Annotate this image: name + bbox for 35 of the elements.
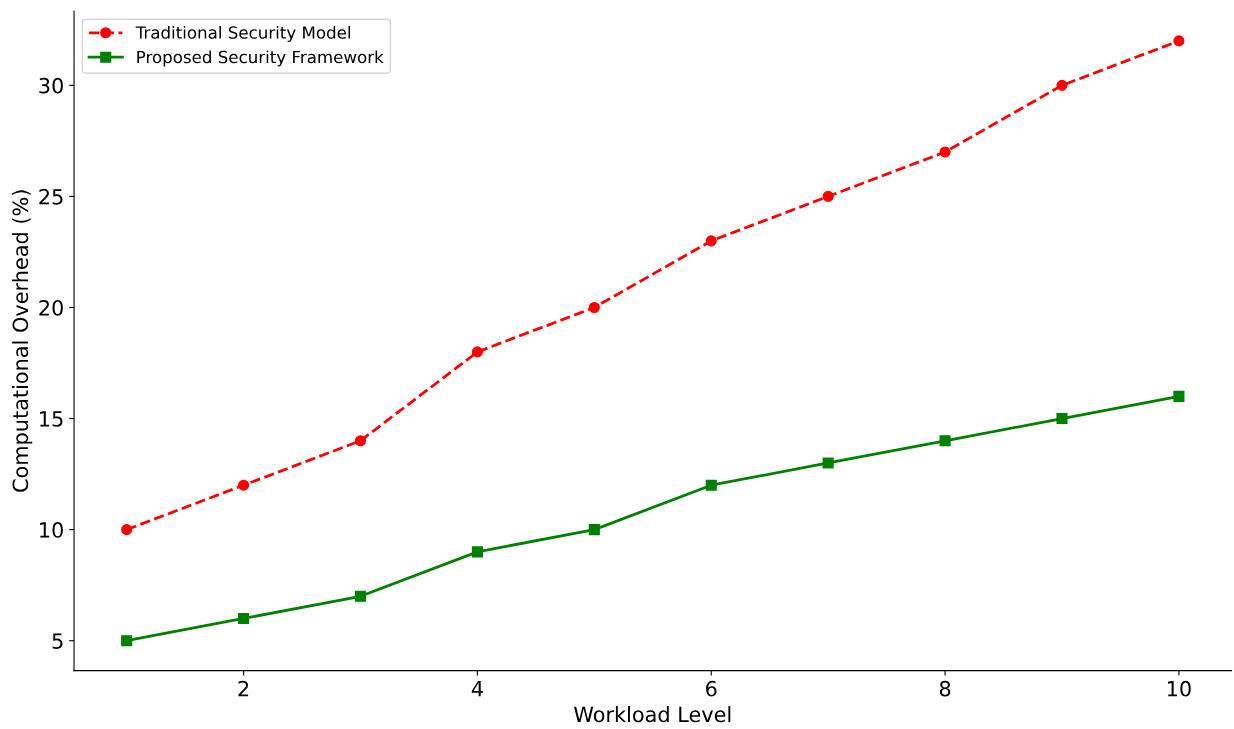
x-tick-label: 8 bbox=[939, 680, 951, 697]
point bbox=[471, 346, 483, 358]
point bbox=[939, 146, 951, 158]
legend-label: Proposed Security Framework bbox=[137, 50, 384, 67]
point bbox=[1056, 412, 1068, 425]
y-axis-title: Computational Overhead (%) bbox=[12, 190, 33, 492]
point bbox=[939, 435, 951, 447]
y-tick-label: 5 bbox=[52, 633, 63, 649]
point bbox=[822, 190, 834, 202]
point bbox=[1173, 390, 1185, 402]
point bbox=[588, 524, 600, 536]
x-tick-label: 6 bbox=[706, 680, 717, 697]
point bbox=[588, 301, 600, 314]
legend-label: Traditional Security Model bbox=[135, 25, 350, 43]
y-tick-label: 20 bbox=[39, 299, 63, 316]
point bbox=[121, 635, 133, 647]
point bbox=[354, 590, 367, 602]
point bbox=[705, 479, 717, 491]
point bbox=[471, 546, 483, 558]
point bbox=[705, 235, 717, 247]
point bbox=[822, 457, 834, 469]
point bbox=[238, 479, 250, 491]
x-tick-label: 2 bbox=[238, 680, 249, 697]
point bbox=[238, 612, 250, 625]
x-axis-title: Workload Level bbox=[574, 706, 731, 723]
x-tick-label: 4 bbox=[471, 681, 483, 697]
point bbox=[1173, 35, 1185, 47]
x-tick-label: 10 bbox=[1167, 680, 1191, 697]
y-tick-label: 15 bbox=[40, 411, 63, 427]
y-tick-label: 25 bbox=[39, 188, 63, 205]
y-tick-label: 10 bbox=[40, 522, 63, 538]
point bbox=[354, 435, 367, 447]
point bbox=[121, 524, 133, 536]
y-tick-label: 30 bbox=[39, 77, 63, 94]
point bbox=[1056, 79, 1068, 91]
